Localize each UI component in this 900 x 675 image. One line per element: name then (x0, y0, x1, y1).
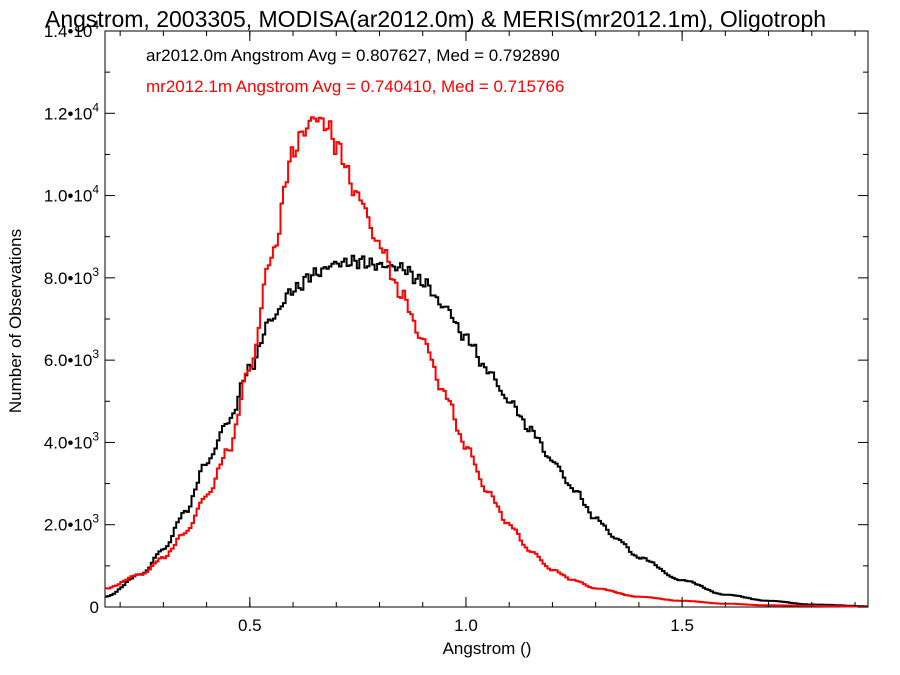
y-axis-label: Number of Observations (6, 229, 25, 413)
y-tick-label: 1.2•104 (44, 100, 100, 123)
x-tick-label: 0.5 (238, 616, 262, 635)
y-tick-label: 6.0•103 (44, 347, 100, 370)
x-tick-label: 1.5 (670, 616, 694, 635)
series-line-1 (105, 116, 868, 608)
y-tick-label: 0 (90, 598, 99, 617)
y-tick-label: 8.0•103 (44, 265, 100, 288)
plot-frame (104, 30, 869, 608)
x-axis-label: Angstrom () (443, 639, 532, 658)
annotation-red: mr2012.1m Angstrom Avg = 0.740410, Med =… (146, 77, 564, 96)
y-tick-label: 4.0•103 (44, 429, 100, 452)
y-tick-label: 1.4•104 (44, 18, 100, 41)
annotation-black: ar2012.0m Angstrom Avg = 0.807627, Med =… (146, 46, 560, 65)
series-line-0 (105, 254, 868, 608)
chart-title: Angstrom, 2003305, MODISA(ar2012.0m) & M… (45, 6, 826, 32)
x-tick-label: 1.0 (454, 616, 478, 635)
y-tick-label: 1.0•104 (44, 183, 100, 206)
y-tick-label: 2.0•103 (44, 512, 100, 535)
